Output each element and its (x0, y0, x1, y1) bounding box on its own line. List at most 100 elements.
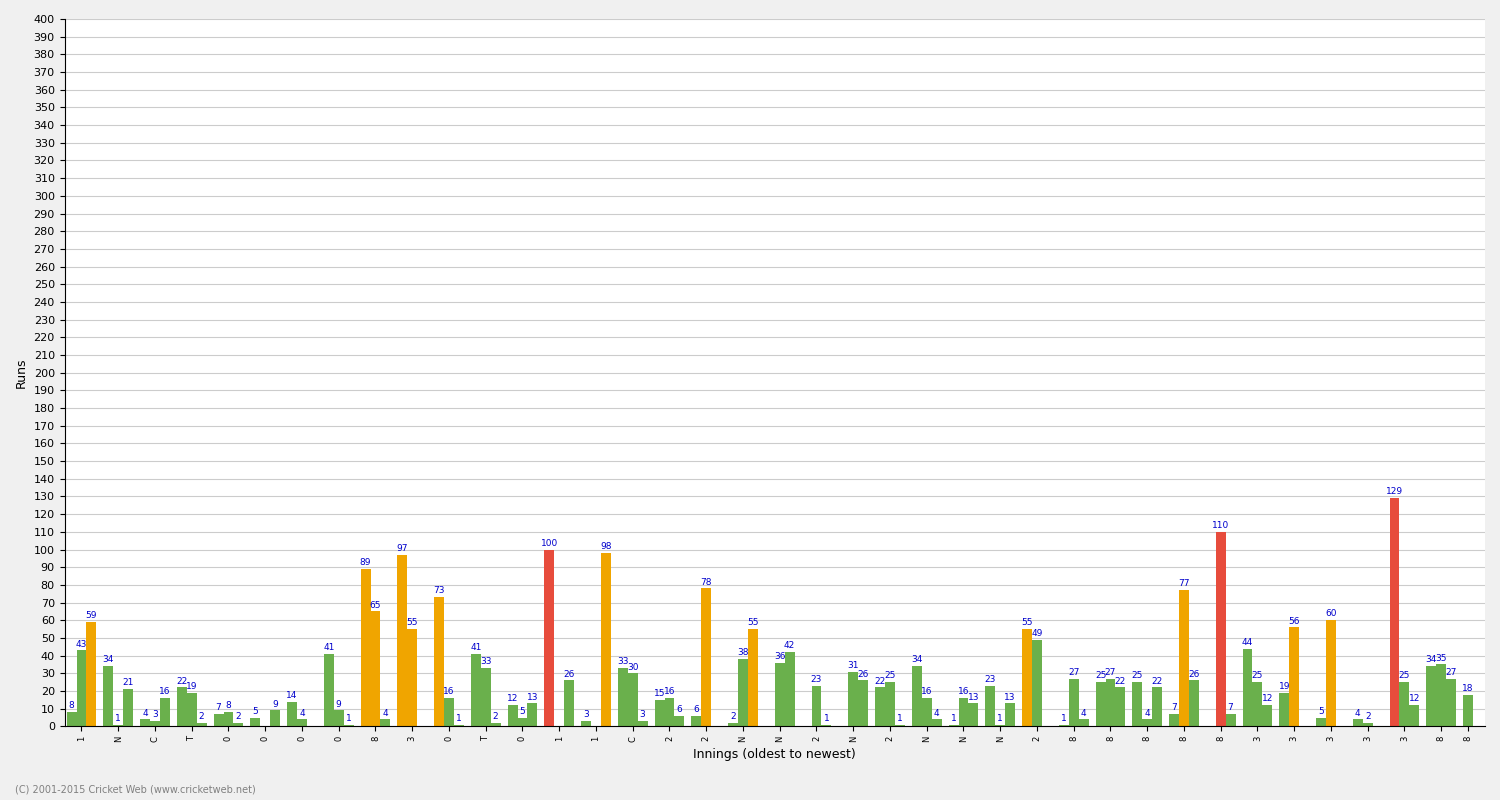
Text: 73: 73 (433, 586, 445, 595)
Text: 6: 6 (676, 705, 682, 714)
Bar (969, 703, 978, 726)
Text: 33: 33 (616, 658, 628, 666)
Text: 19: 19 (186, 682, 198, 691)
Text: 44: 44 (1242, 638, 1252, 646)
Bar (812, 686, 822, 726)
Text: 12: 12 (1262, 694, 1274, 703)
Text: 9: 9 (336, 700, 342, 709)
Text: 41: 41 (470, 643, 482, 652)
Text: 8: 8 (69, 702, 75, 710)
Bar (948, 725, 958, 726)
Text: 18: 18 (1462, 684, 1474, 693)
Bar (664, 698, 675, 726)
Text: 1: 1 (897, 714, 903, 723)
Bar (344, 725, 354, 726)
Text: 22: 22 (176, 677, 188, 686)
Bar (776, 662, 784, 726)
Text: 16: 16 (442, 687, 454, 696)
Text: 5: 5 (252, 706, 258, 716)
Bar (213, 714, 223, 726)
Text: 25: 25 (1131, 671, 1143, 680)
Text: 7: 7 (1172, 703, 1178, 712)
Text: 5: 5 (1318, 706, 1324, 716)
Bar (528, 703, 537, 726)
Bar (1288, 627, 1299, 726)
Text: 2: 2 (236, 712, 242, 721)
Bar (518, 718, 528, 726)
Bar (1190, 680, 1198, 726)
Text: 30: 30 (627, 662, 639, 671)
Bar (1132, 682, 1142, 726)
Text: 1: 1 (345, 714, 351, 723)
Bar (1078, 719, 1089, 726)
Text: 1: 1 (116, 714, 122, 723)
Text: 16: 16 (663, 687, 675, 696)
Bar (482, 668, 490, 726)
Bar (1226, 714, 1236, 726)
Bar (986, 686, 996, 726)
Text: 100: 100 (540, 538, 558, 548)
Text: 4: 4 (1082, 709, 1086, 718)
Text: 129: 129 (1386, 487, 1402, 497)
Text: 25: 25 (885, 671, 896, 680)
Text: 43: 43 (76, 639, 87, 649)
Text: 35: 35 (1436, 654, 1448, 662)
Bar (454, 725, 464, 726)
Text: 8: 8 (225, 702, 231, 710)
Bar (444, 698, 454, 726)
Text: 2: 2 (494, 712, 498, 721)
Bar (822, 725, 831, 726)
Bar (1426, 666, 1436, 726)
Bar (1168, 714, 1179, 726)
Bar (507, 705, 518, 726)
Text: 4: 4 (382, 709, 388, 718)
Bar (1022, 629, 1032, 726)
Text: 25: 25 (1252, 671, 1263, 680)
Bar (738, 659, 748, 726)
Bar (858, 680, 868, 726)
Bar (1316, 718, 1326, 726)
Bar (1152, 687, 1162, 726)
Bar (1032, 640, 1042, 726)
Text: 3: 3 (584, 710, 590, 719)
Bar (1400, 682, 1410, 726)
Text: 19: 19 (1278, 682, 1290, 691)
Bar (1106, 678, 1116, 726)
Bar (381, 719, 390, 726)
Text: 5: 5 (519, 706, 525, 716)
Bar (1410, 705, 1419, 726)
Text: 7: 7 (216, 703, 222, 712)
Bar (123, 690, 134, 726)
Text: 13: 13 (526, 693, 538, 702)
Bar (286, 702, 297, 726)
Bar (702, 589, 711, 726)
Text: 14: 14 (286, 691, 298, 700)
Bar (1179, 590, 1190, 726)
Text: 16: 16 (159, 687, 171, 696)
Text: 6: 6 (693, 705, 699, 714)
Text: 2: 2 (200, 712, 204, 721)
Text: 55: 55 (1022, 618, 1034, 627)
Text: 34: 34 (1425, 655, 1437, 665)
Bar (1059, 725, 1070, 726)
Text: 23: 23 (812, 675, 822, 684)
Bar (544, 550, 555, 726)
Bar (1242, 649, 1252, 726)
Text: 21: 21 (123, 678, 134, 687)
Bar (602, 553, 610, 726)
Text: 59: 59 (86, 611, 98, 620)
Bar (1353, 719, 1362, 726)
Text: 22: 22 (1114, 677, 1126, 686)
Bar (297, 719, 307, 726)
Text: 4: 4 (1354, 709, 1360, 718)
Bar (177, 687, 188, 726)
Text: 25: 25 (1095, 671, 1106, 680)
Text: 4: 4 (298, 709, 304, 718)
Bar (1070, 678, 1078, 726)
Bar (490, 723, 501, 726)
Bar (270, 710, 280, 726)
Text: 22: 22 (1152, 677, 1162, 686)
Text: 26: 26 (1188, 670, 1200, 678)
Text: 22: 22 (874, 677, 885, 686)
Bar (885, 682, 896, 726)
